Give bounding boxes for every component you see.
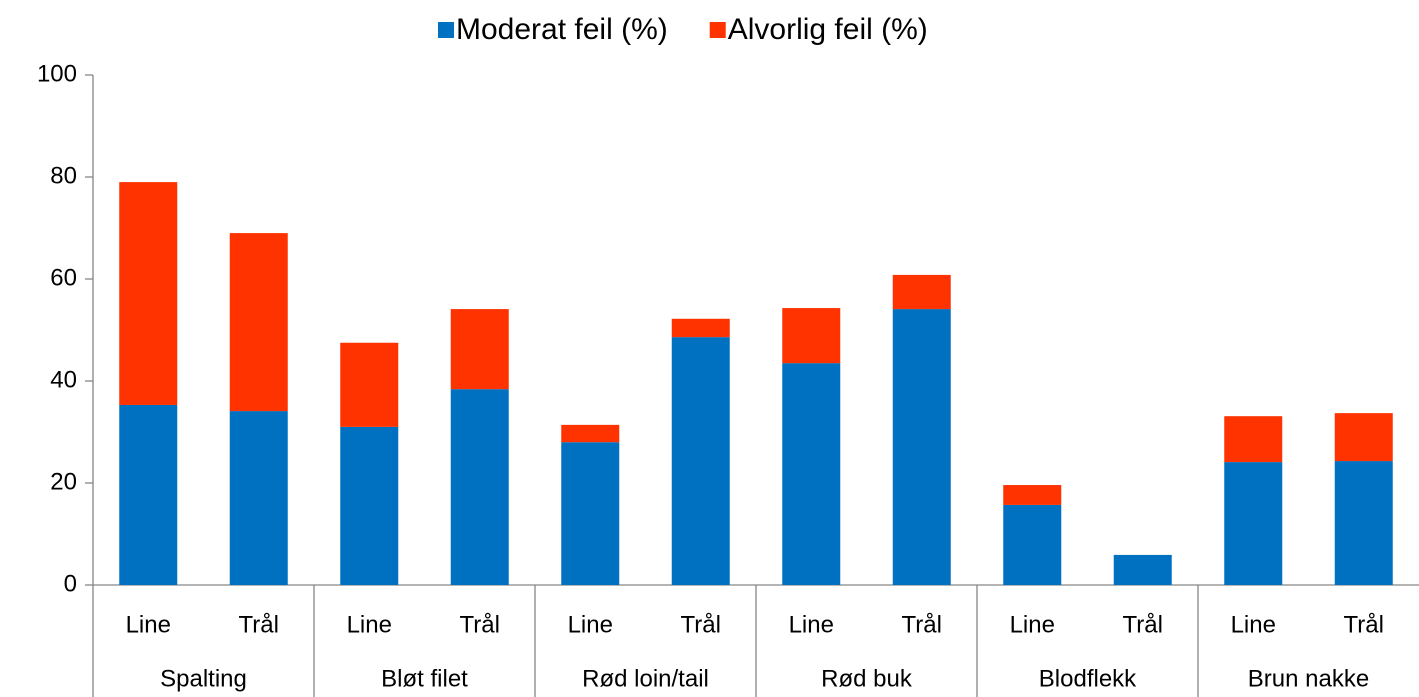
bar-segment	[119, 182, 178, 405]
legend-swatch	[438, 22, 454, 38]
bar-segment	[1113, 554, 1172, 585]
bar-segment	[561, 442, 620, 585]
bar-segment	[892, 309, 951, 585]
group-label: Brun nakke	[1248, 665, 1369, 692]
x-tick-label: Line	[789, 611, 834, 638]
bar-segment	[671, 337, 730, 585]
bar-segment	[229, 411, 288, 585]
y-tick-label: 40	[50, 366, 77, 393]
bar-segment	[561, 424, 620, 443]
bar-segment	[782, 363, 841, 585]
bar-segment	[1334, 461, 1393, 585]
x-tick-label: Line	[347, 611, 392, 638]
x-tick-label: Trål	[239, 611, 279, 638]
group-label: Rød buk	[821, 665, 913, 692]
x-tick-label: Line	[1010, 611, 1055, 638]
group-label: Blodflekk	[1039, 665, 1137, 692]
x-tick-label: Line	[126, 611, 171, 638]
x-tick-label: Line	[1231, 611, 1276, 638]
bar-segment	[782, 308, 841, 364]
bar-segment	[892, 274, 951, 310]
group-label: Spalting	[160, 665, 247, 692]
x-tick-label: Trål	[902, 611, 942, 638]
y-tick-label: 80	[50, 162, 77, 189]
x-tick-label: Trål	[1344, 611, 1384, 638]
bar-segment	[671, 318, 730, 338]
y-tick-label: 60	[50, 264, 77, 291]
bar-segment	[1003, 504, 1062, 585]
bar-segment	[1334, 413, 1393, 462]
bar-segment	[340, 342, 399, 427]
x-tick-label: Trål	[681, 611, 721, 638]
bar-segment	[1224, 416, 1283, 463]
x-tick-label: Line	[568, 611, 613, 638]
bar-segment	[450, 389, 509, 585]
legend-swatch	[709, 22, 726, 38]
legend-text: Alvorlig feil (%)	[728, 13, 928, 46]
bar-segment	[1224, 462, 1283, 585]
y-tick-label: 0	[64, 570, 77, 597]
group-label: Bløt filet	[381, 665, 468, 692]
y-tick-label: 100	[37, 60, 77, 87]
bar-segment	[229, 233, 288, 412]
group-label: Rød loin/tail	[582, 665, 709, 692]
x-tick-label: Trål	[1123, 611, 1163, 638]
y-tick-label: 20	[50, 468, 77, 495]
x-tick-label: Trål	[460, 611, 500, 638]
bar-segment	[119, 404, 178, 585]
bar-segment	[450, 309, 509, 390]
bar-segment	[340, 426, 399, 585]
legend-text: Moderat feil (%)	[456, 13, 668, 46]
bar-segment	[1003, 485, 1062, 505]
